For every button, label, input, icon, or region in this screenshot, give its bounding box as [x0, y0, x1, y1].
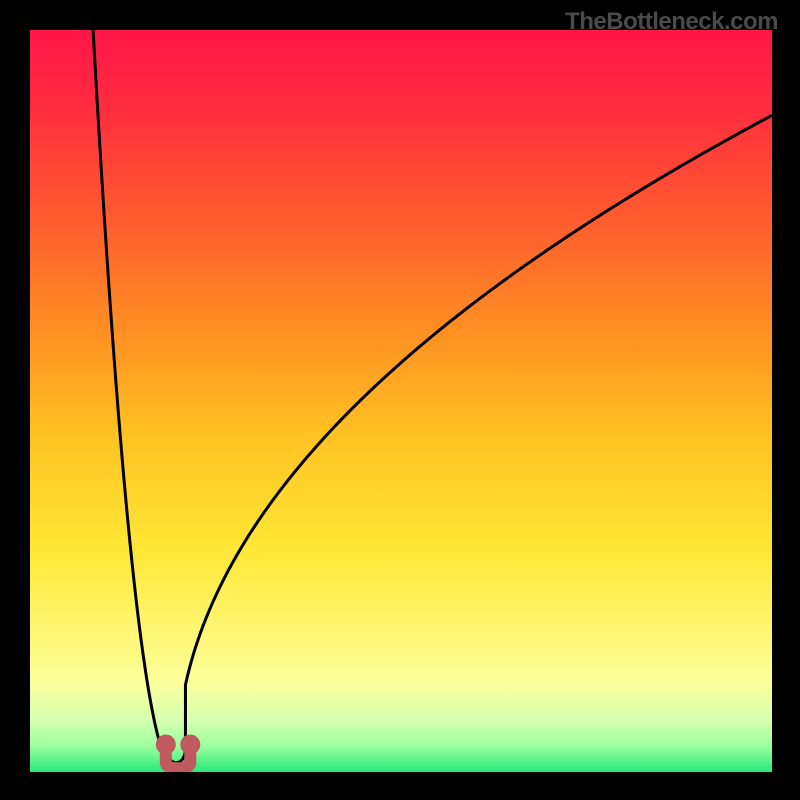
- bottleneck-chart: TheBottleneck.com: [0, 0, 800, 800]
- chart-svg: [30, 30, 772, 772]
- gradient-background: [30, 30, 772, 772]
- watermark-text: TheBottleneck.com: [565, 8, 778, 36]
- plot-area: [30, 30, 772, 772]
